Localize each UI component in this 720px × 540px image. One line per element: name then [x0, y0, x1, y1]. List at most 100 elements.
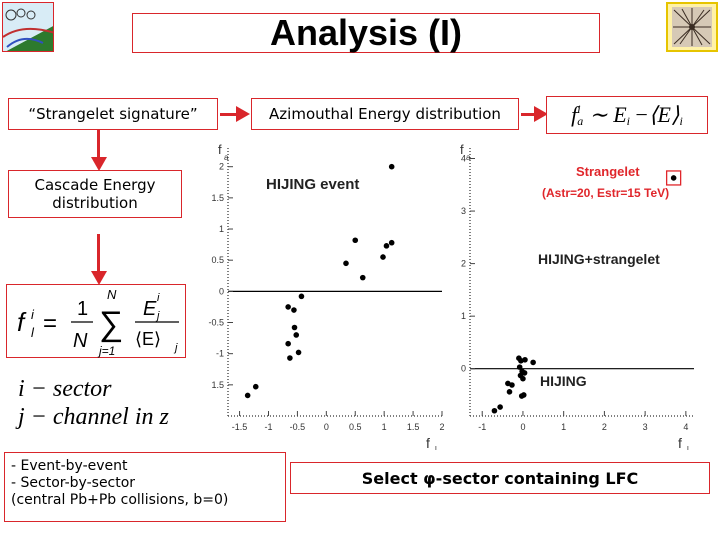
data-point — [343, 260, 349, 267]
page-title: Analysis (I) — [132, 12, 600, 53]
data-point — [285, 304, 291, 310]
formula-minus: −⟨E⟩ — [634, 102, 680, 127]
data-point — [383, 243, 390, 249]
annotation-hijing-event: HIJING event — [266, 176, 359, 193]
data-point — [298, 293, 305, 300]
data-point — [521, 370, 528, 376]
formula-rhs: ∼ E — [589, 102, 627, 127]
annotation-strangelet-params: (Astr=20, Estr=15 TeV) — [542, 186, 669, 200]
fl-lhs-sub: l — [31, 325, 35, 340]
detector-logo-icon — [3, 3, 53, 51]
x-tick-label: -1.5 — [232, 422, 248, 432]
arrow-head-icon — [91, 271, 107, 285]
arrow-cascade-to-formula — [97, 234, 100, 272]
y-tick-label: 4 — [461, 154, 466, 164]
y-tick-label: 0 — [461, 364, 466, 374]
x-tick-label: -1 — [478, 422, 486, 432]
note-event-by-event: - Event-by-event — [11, 458, 128, 474]
data-point — [359, 274, 366, 281]
x-tick-label: -0.5 — [290, 422, 306, 432]
x-tick-label: 0 — [520, 422, 525, 432]
strangelet-point — [670, 175, 677, 181]
data-point — [352, 237, 359, 244]
data-point — [388, 239, 395, 246]
fl-one: 1 — [77, 298, 88, 320]
hijing-event-scatter-plot: 1.5-1-0.500.511.52-1.5 -1 -0.5 0 0.5 1 1.5 2faf… — [208, 142, 444, 450]
data-point — [518, 393, 525, 399]
data-point — [522, 356, 528, 363]
fl-Eavg-sub: j — [173, 342, 178, 354]
x-tick-label: -1 — [264, 422, 272, 432]
x-axis-label: f — [426, 435, 430, 450]
x-tick-label: 1 — [561, 422, 566, 432]
y-axis-label: f — [460, 142, 464, 157]
y-tick-label: 0 — [219, 286, 224, 296]
strangelet-signature-label: “Strangelet signature” — [8, 98, 218, 130]
cascade-formula: f i l = 1 N N ∑ j=1 E i j ⟨E⟩ j — [6, 284, 186, 358]
cascade-text: Cascade Energy distribution — [34, 176, 156, 212]
x-tick-label: 1 — [382, 422, 387, 432]
data-point — [516, 364, 523, 370]
annotation-hijing: HIJING — [540, 373, 587, 389]
x-tick-label: 1.5 — [407, 422, 420, 432]
data-point — [285, 340, 291, 347]
formula-fa-sub: a — [577, 114, 584, 128]
y-tick-label: 0.5 — [211, 255, 224, 265]
arrow-head-icon — [534, 106, 548, 122]
data-point — [293, 332, 300, 338]
y-tick-label: 1 — [219, 224, 224, 234]
data-point — [506, 389, 513, 395]
x-tick-label: 3 — [643, 422, 648, 432]
formula-fa-symbol: f — [571, 102, 578, 127]
arrow-signature-to-cascade — [97, 130, 100, 158]
data-point — [388, 163, 395, 170]
fl-lhs: f — [17, 307, 27, 337]
data-point — [509, 382, 515, 388]
fl-Eji-sup: i — [157, 292, 160, 304]
experiment-logo — [2, 2, 54, 52]
data-point — [252, 383, 259, 390]
y-tick-label: 1 — [461, 311, 466, 321]
fl-Eji-sub: j — [155, 310, 160, 322]
note-sector-by-sector: - Sector-by-sector — [11, 475, 136, 491]
arrow-head-icon — [91, 157, 107, 171]
data-point — [520, 375, 526, 382]
select-sector-label: Select φ-sector containing LFC — [290, 462, 710, 494]
fl-lhs-sup: i — [31, 307, 35, 322]
data-point — [295, 349, 302, 356]
particle-shower-icon — [672, 7, 712, 47]
y-tick-label: 1.5 — [211, 380, 224, 390]
y-tick-label: -1 — [216, 349, 224, 359]
x-tick-label: 0.5 — [349, 422, 362, 432]
formula-fa-sup: i — [577, 102, 581, 116]
x-axis-label-sub: l — [687, 445, 689, 450]
fl-sum-icon: ∑ — [99, 305, 123, 343]
note-central-collisions: (central Pb+Pb collisions, b=0) — [11, 492, 229, 508]
y-tick-label: -0.5 — [208, 318, 224, 328]
arrow-head-icon — [236, 106, 250, 122]
index-j-definition: j − channel in z — [18, 404, 169, 430]
fl-sum-bottom: j=1 — [97, 344, 115, 358]
data-point — [491, 407, 498, 414]
cascade-distribution-label: Cascade Energy distribution — [8, 170, 182, 218]
fl-Eji: E — [143, 298, 157, 320]
x-axis-label-sub: l — [435, 445, 437, 450]
x-tick-label: 4 — [683, 422, 688, 432]
data-point — [497, 404, 503, 410]
x-tick-label: 2 — [439, 422, 444, 432]
data-point — [530, 359, 536, 366]
event-display-image — [666, 2, 718, 52]
fl-sum-top: N — [107, 287, 117, 302]
data-point — [291, 307, 297, 313]
arrow-signature-to-azimuthal — [220, 113, 240, 116]
annotation-hijing-strangelet: HIJING+strangelet — [538, 251, 660, 267]
data-point — [244, 392, 251, 399]
x-axis-label: f — [678, 435, 682, 450]
y-axis-label-sub: a — [224, 153, 229, 162]
data-point — [380, 254, 386, 260]
y-tick-label: 2 — [461, 259, 466, 269]
fl-N: N — [73, 330, 88, 352]
select-sector-text: Select φ-sector containing LFC — [361, 468, 639, 488]
index-i-definition: i − sector — [18, 376, 112, 402]
